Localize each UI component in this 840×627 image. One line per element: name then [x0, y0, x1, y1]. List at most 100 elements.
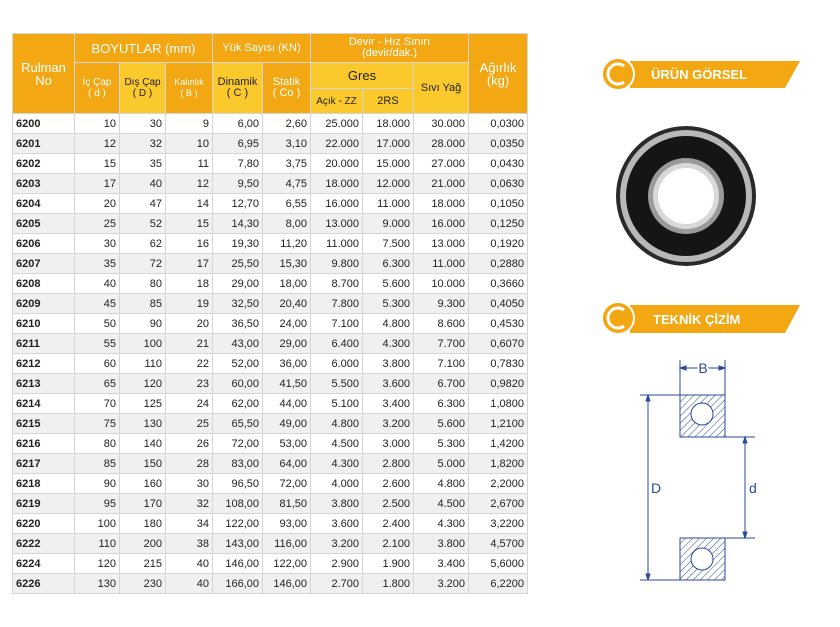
table-row: 6200 10 30 9 6,00 2,60 25.000 18.000 30.000 0,030…: [12, 113, 529, 134]
header-cell: Dinamik( C ): [212, 62, 263, 114]
table-row: 6210 50 90 20 36,50 24,00 7.100 4.800 8.600 0,453…: [12, 313, 529, 334]
table-cell: 25,50: [212, 253, 263, 274]
header-text: (devir/dak.): [362, 47, 418, 59]
table-cell: 25: [165, 413, 213, 434]
table-cell: 17: [165, 253, 213, 274]
table-cell: 41,50: [262, 373, 311, 394]
table-cell: 14,30: [212, 213, 263, 234]
table-cell: 50: [74, 313, 120, 334]
table-cell: 7,80: [212, 153, 263, 174]
table-cell: 62,00: [212, 393, 263, 414]
table-cell: 17.000: [362, 133, 414, 154]
bearing-no: 6211: [12, 333, 75, 354]
table-cell: 20: [165, 313, 213, 334]
banner-icon: [601, 301, 635, 335]
table-cell: 11: [165, 153, 213, 174]
table-cell: 40: [165, 573, 213, 594]
table-cell: 65: [74, 373, 120, 394]
table-cell: 40: [165, 553, 213, 574]
table-cell: 1.800: [362, 573, 414, 594]
bearing-no: 6203: [12, 173, 75, 194]
table-cell: 16.000: [310, 193, 363, 214]
table-cell: 30.000: [412, 113, 470, 134]
table-cell: 64,00: [262, 453, 311, 474]
table-row: 6219 95 170 32 108,00 81,50 3.800 2.500 4.500 2,6…: [12, 493, 529, 514]
header-text: Gres: [347, 68, 377, 83]
table-cell: 6.300: [412, 393, 470, 414]
table-cell: 7.800: [310, 293, 363, 314]
table-cell: 55: [74, 333, 120, 354]
table-cell: 7.700: [412, 333, 470, 354]
table-cell: 40: [119, 173, 166, 194]
panel-title: TEKNİK ÇİZİM: [653, 312, 740, 327]
table-cell: 18,00: [262, 273, 311, 294]
header-cell: Kalınlık( B ): [165, 62, 213, 114]
table-cell: 0,1920: [468, 233, 529, 254]
table-row: 6224 120 215 40 146,00 122,00 2.900 1.900 3.400 5…: [12, 553, 529, 574]
table-cell: 11.000: [362, 193, 414, 214]
table-cell: 5.000: [412, 453, 470, 474]
table-cell: 24,00: [262, 313, 311, 334]
header-text: ( C ): [226, 87, 249, 99]
bearing-no: 6206: [12, 233, 75, 254]
table-row: 6208 40 80 18 29,00 18,00 8.700 5.600 10.000 0,36…: [12, 273, 529, 294]
bearing-no: 6200: [12, 113, 75, 134]
table-cell: 40: [74, 273, 120, 294]
table-cell: 96,50: [212, 473, 263, 494]
table-cell: 2,60: [262, 113, 311, 134]
table-cell: 100: [119, 333, 166, 354]
table-row: 6202 15 35 11 7,80 3,75 20.000 15.000 27.000 0,04…: [12, 153, 529, 174]
bearing-photo: [616, 126, 756, 266]
header-text: Statik: [272, 76, 301, 88]
table-cell: 215: [119, 553, 166, 574]
header-cell: Devir - Hız Sınırı (devir/dak.): [309, 33, 470, 63]
header-text: Devir - Hız Sınırı: [348, 36, 431, 48]
table-cell: 166,00: [212, 573, 263, 594]
table-cell: 43,00: [212, 333, 263, 354]
table-cell: 11.000: [412, 253, 470, 274]
table-cell: 26: [165, 433, 213, 454]
table-cell: 80: [74, 433, 120, 454]
table-cell: 52,00: [212, 353, 263, 374]
table-cell: 9.300: [412, 293, 470, 314]
table-cell: 0,1050: [468, 193, 529, 214]
table-cell: 10: [74, 113, 120, 134]
table-cell: 4.300: [362, 333, 414, 354]
table-row: 6205 25 52 15 14,30 8,00 13.000 9.000 16.000 0,12…: [12, 213, 529, 234]
table-cell: 75: [74, 413, 120, 434]
table-cell: 4.000: [310, 473, 363, 494]
table-cell: 36,50: [212, 313, 263, 334]
bearing-no: 6210: [12, 313, 75, 334]
table-cell: 110: [119, 353, 166, 374]
header-text: 2RS: [377, 94, 399, 107]
table-cell: 5.500: [310, 373, 363, 394]
table-row: 6215 75 130 25 65,50 49,00 4.800 3.200 5.600 1,21…: [12, 413, 529, 434]
table-cell: 4,75: [262, 173, 311, 194]
table-cell: 4.300: [310, 453, 363, 474]
bearing-no: 6215: [12, 413, 75, 434]
table-cell: 47: [119, 193, 166, 214]
table-cell: 17: [74, 173, 120, 194]
table-cell: 0,9820: [468, 373, 529, 394]
table-row: 6217 85 150 28 83,00 64,00 4.300 2.800 5.000 1,82…: [12, 453, 529, 474]
table-row: 6207 35 72 17 25,50 15,30 9.800 6.300 11.000 0,28…: [12, 253, 529, 274]
table-cell: 34: [165, 513, 213, 534]
table-cell: 12,70: [212, 193, 263, 214]
table-cell: 3.800: [412, 533, 470, 554]
table-cell: 7.100: [310, 313, 363, 334]
table-row: 6206 30 62 16 19,30 11,20 11.000 7.500 13.000 0,1…: [12, 233, 529, 254]
table-cell: 30: [165, 473, 213, 494]
table-cell: 7.100: [412, 353, 470, 374]
bearing-no: 6224: [12, 553, 75, 574]
table-cell: 160: [119, 473, 166, 494]
table-cell: 6.700: [412, 373, 470, 394]
table-row: 6216 80 140 26 72,00 53,00 4.500 3.000 5.300 1,42…: [12, 433, 529, 454]
header-text: Yük Sayısı (KN): [222, 41, 301, 54]
table-cell: 10.000: [412, 273, 470, 294]
header-text: ( d ): [88, 88, 106, 99]
table-cell: 122,00: [262, 553, 311, 574]
table-cell: 2.100: [362, 533, 414, 554]
table-cell: 32: [119, 133, 166, 154]
table-cell: 72,00: [212, 433, 263, 454]
bearing-no: 6219: [12, 493, 75, 514]
